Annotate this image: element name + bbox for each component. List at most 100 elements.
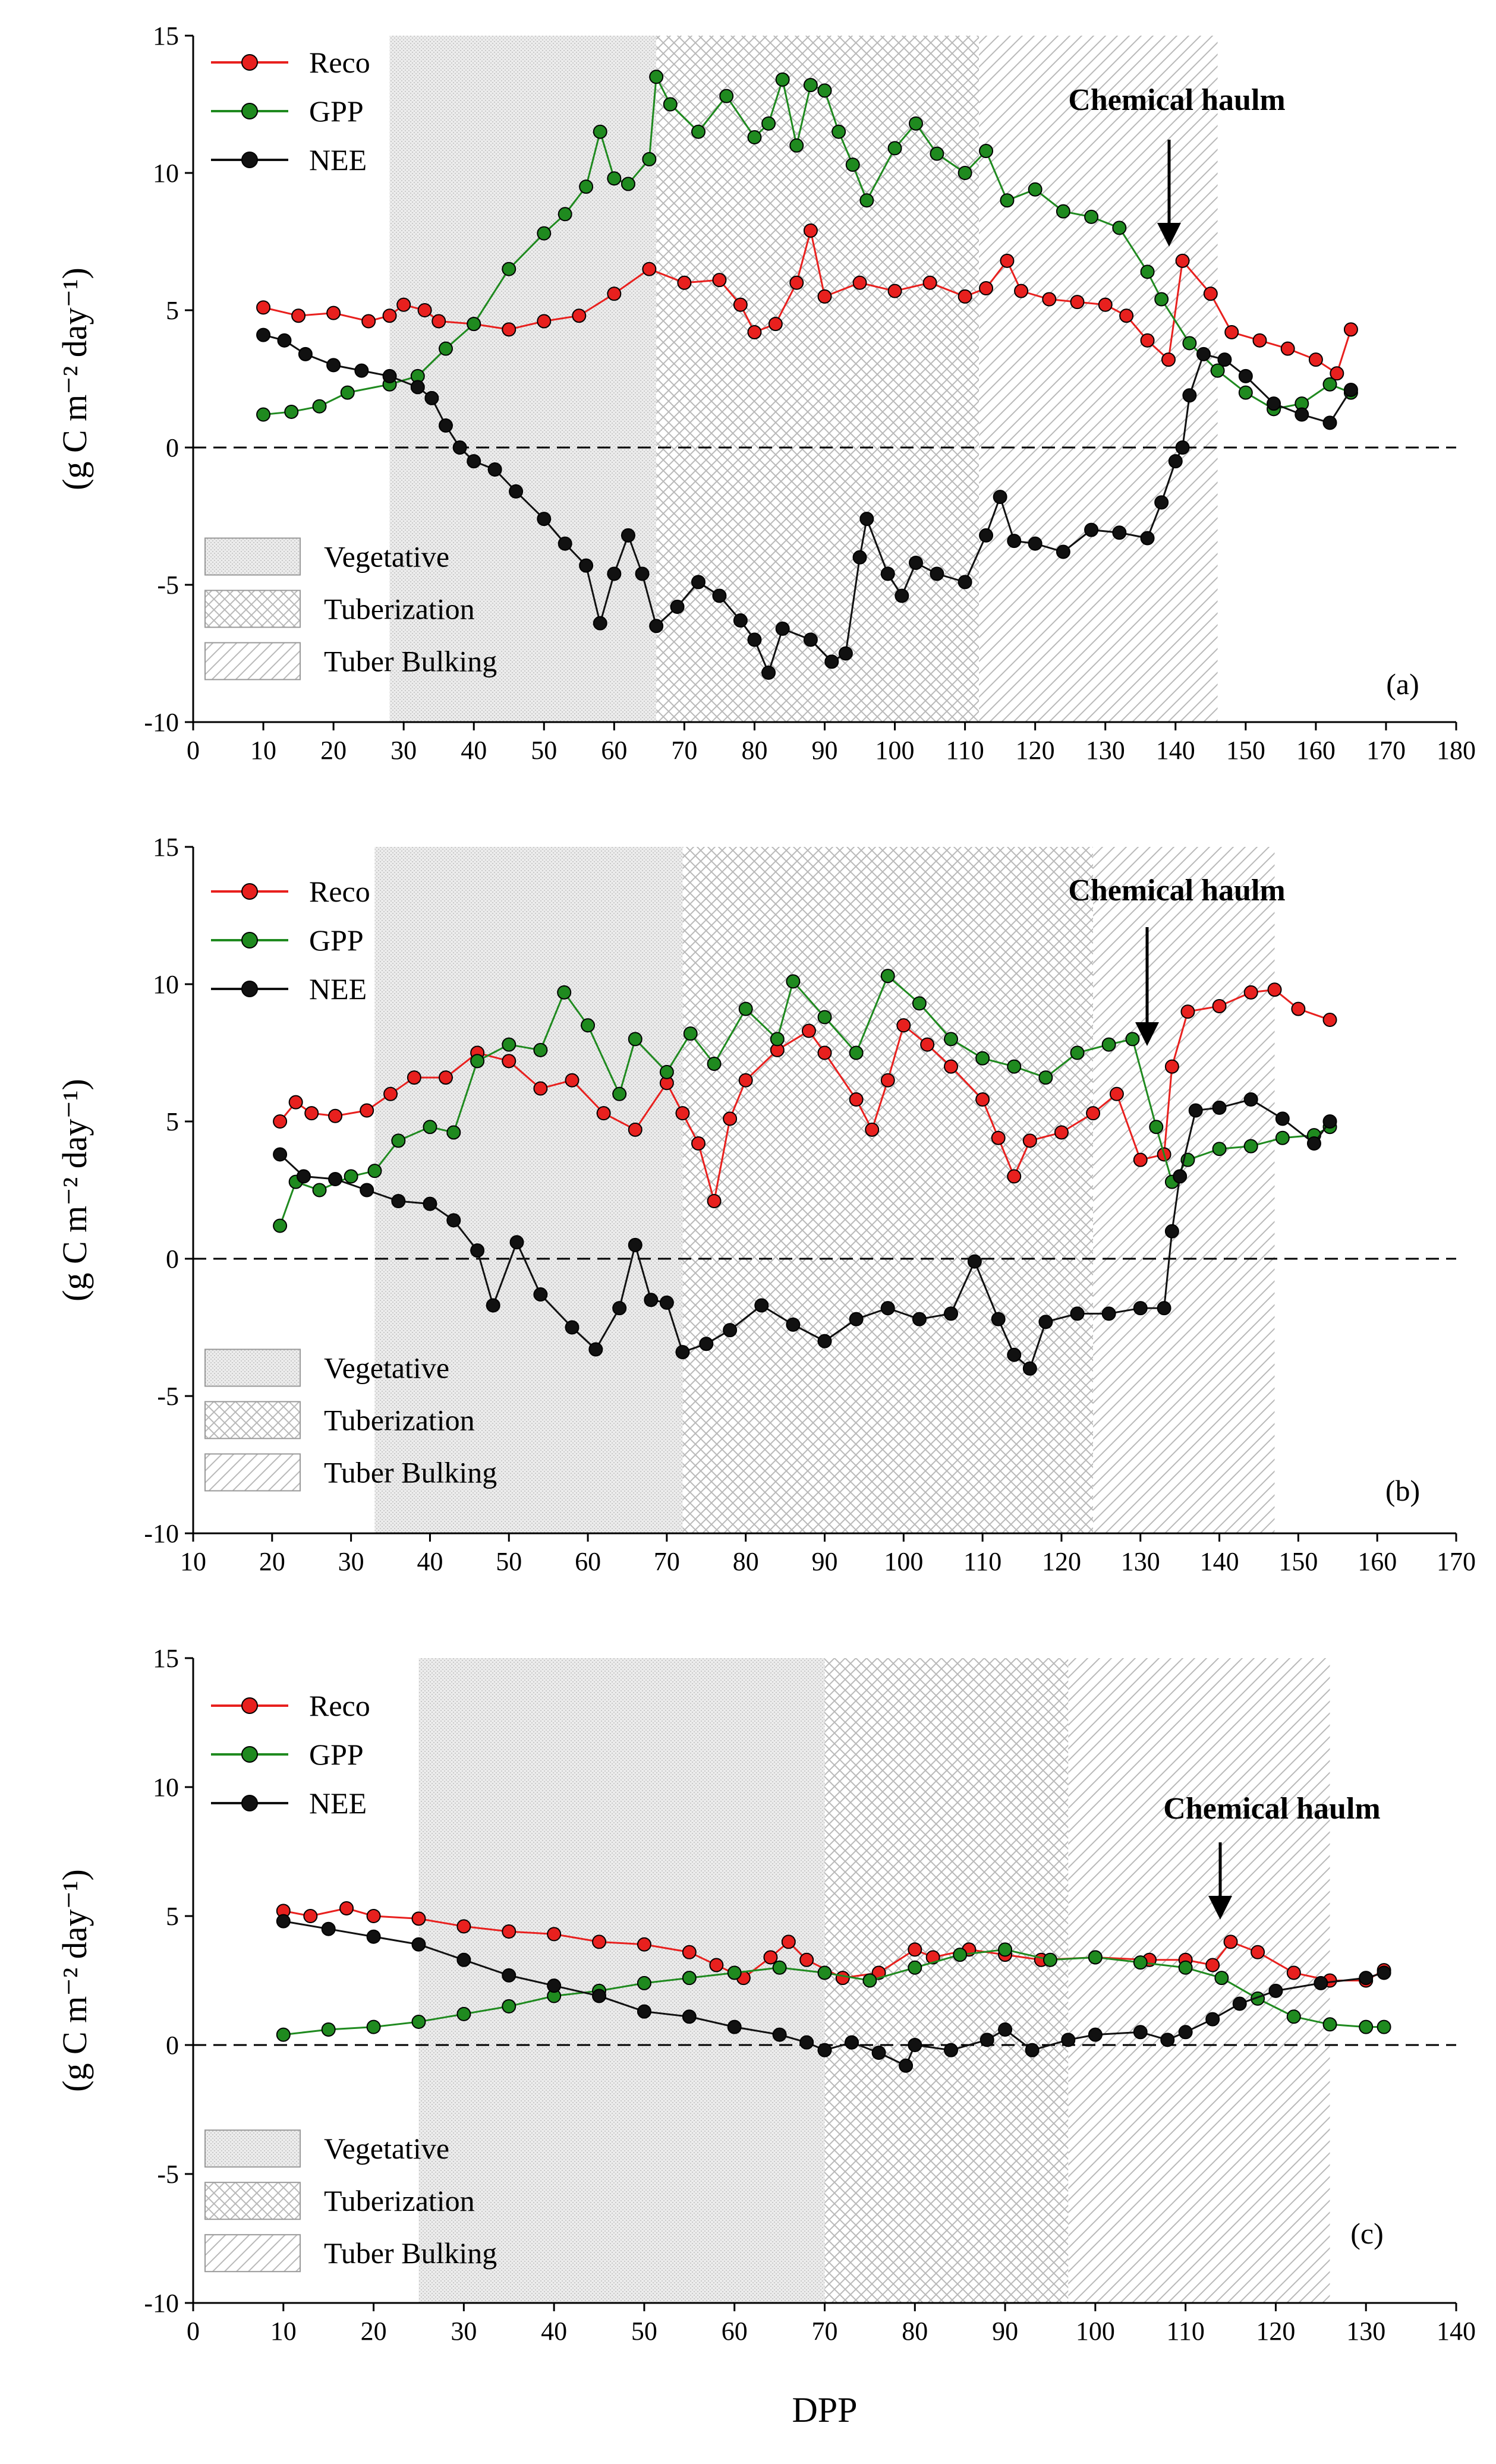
data-point-nee	[439, 418, 453, 433]
data-point-gpp	[908, 1960, 922, 1975]
data-point-nee	[675, 1345, 690, 1360]
data-point-gpp	[284, 404, 299, 419]
data-point-gpp	[707, 1056, 722, 1071]
data-point-nee	[1133, 2025, 1148, 2040]
data-point-gpp	[659, 1064, 674, 1079]
data-point-nee	[979, 528, 994, 543]
stage-legend-swatch	[204, 1348, 301, 1387]
data-point-nee	[786, 1317, 801, 1332]
stage-legend-swatch	[204, 2182, 301, 2220]
data-point-reco	[360, 1103, 374, 1118]
data-point-gpp	[446, 1125, 461, 1140]
x-tick-label: 0	[187, 736, 200, 765]
annotation-chemical-haulm: Chemical haulm	[1068, 874, 1285, 908]
data-point-nee	[1188, 1103, 1203, 1118]
data-point-reco	[1054, 1125, 1069, 1140]
data-point-nee	[423, 1196, 437, 1211]
stage-legend-label-tuber-bulking: Tuber Bulking	[324, 644, 497, 678]
y-tick-label: 0	[166, 2031, 179, 2060]
data-point-gpp	[1359, 2019, 1374, 2034]
data-point-reco	[366, 1909, 381, 1923]
data-point-gpp	[1154, 292, 1169, 307]
data-point-gpp	[1088, 1950, 1103, 1965]
y-tick-label: 10	[153, 1773, 179, 1802]
data-point-reco	[339, 1901, 354, 1915]
data-point-gpp	[366, 2019, 381, 2034]
stage-region-vegetative	[374, 847, 683, 1533]
data-point-reco	[1086, 1106, 1101, 1121]
data-point-reco	[565, 1073, 579, 1088]
y-tick-label: -10	[144, 708, 179, 737]
data-point-nee	[895, 588, 909, 603]
data-point-gpp	[628, 1032, 643, 1047]
legend-label-gpp: GPP	[309, 94, 364, 128]
data-point-gpp	[1212, 1142, 1227, 1157]
y-tick-label: 5	[166, 296, 179, 325]
data-point-gpp	[256, 407, 271, 422]
x-tick-label: 50	[631, 2317, 657, 2346]
data-point-gpp	[719, 89, 734, 103]
y-tick-label: 5	[166, 1902, 179, 1931]
data-point-gpp	[845, 157, 860, 172]
data-point-reco	[1252, 333, 1267, 348]
data-point-gpp	[1043, 1952, 1057, 1967]
data-point-nee	[1238, 368, 1253, 383]
data-point-gpp	[637, 1975, 651, 1990]
stage-legend-swatch	[204, 642, 301, 680]
data-point-nee	[470, 1243, 485, 1258]
data-point-reco	[1203, 286, 1218, 301]
data-point-gpp	[273, 1218, 288, 1233]
data-point-reco	[303, 1909, 318, 1923]
annotation-arrow-head	[1208, 1896, 1232, 1920]
data-point-gpp	[1243, 1139, 1258, 1154]
data-point-nee	[607, 566, 622, 581]
data-point-reco	[456, 1919, 471, 1934]
data-point-nee	[1232, 1996, 1247, 2011]
stage-region-tuberization	[656, 36, 980, 722]
data-point-reco	[502, 322, 516, 337]
data-point-gpp	[770, 1032, 785, 1047]
data-point-reco	[411, 1911, 426, 1926]
data-point-reco	[880, 1073, 895, 1088]
data-point-nee	[747, 632, 762, 647]
stage-legend-label-vegetative: Vegetative	[324, 1351, 449, 1384]
data-point-reco	[383, 1086, 398, 1101]
y-tick-label: -10	[144, 2289, 179, 2318]
data-point-gpp	[1000, 193, 1015, 208]
data-point-nee	[845, 2035, 859, 2050]
data-point-nee	[276, 1914, 291, 1929]
data-point-reco	[1343, 322, 1358, 337]
data-point-reco	[682, 1945, 697, 1959]
data-point-reco	[1224, 324, 1239, 339]
data-point-gpp	[579, 179, 594, 194]
data-point-nee	[838, 646, 853, 661]
x-tick-label: 160	[1358, 1547, 1397, 1576]
data-point-gpp	[817, 1010, 832, 1025]
legend-marker-reco	[241, 1697, 258, 1714]
data-point-nee	[1164, 1224, 1179, 1239]
data-point-gpp	[558, 207, 572, 222]
data-point-nee	[1306, 1136, 1321, 1151]
data-point-gpp	[682, 1971, 697, 1986]
data-point-nee	[298, 346, 313, 361]
data-point-nee	[817, 2043, 832, 2057]
data-point-reco	[382, 308, 397, 323]
data-point-nee	[621, 528, 635, 543]
data-point-nee	[509, 484, 524, 499]
x-tick-label: 50	[496, 1547, 522, 1576]
data-point-nee	[1243, 1092, 1258, 1107]
legend-marker-gpp	[241, 1746, 258, 1763]
x-tick-label: 30	[390, 736, 417, 765]
annotation-arrow-head	[1135, 1022, 1159, 1046]
data-point-reco	[975, 1092, 990, 1107]
x-tick-label: 70	[812, 2317, 838, 2346]
y-tick-label: 10	[153, 159, 179, 188]
x-tick-label: 140	[1156, 736, 1195, 765]
legend-marker-gpp	[241, 103, 258, 119]
data-point-nee	[296, 1169, 311, 1184]
data-point-gpp	[1140, 264, 1155, 279]
stage-region-vegetative	[418, 1658, 825, 2303]
data-point-reco	[817, 1045, 832, 1060]
data-point-nee	[354, 363, 369, 378]
data-point-nee	[487, 462, 502, 477]
